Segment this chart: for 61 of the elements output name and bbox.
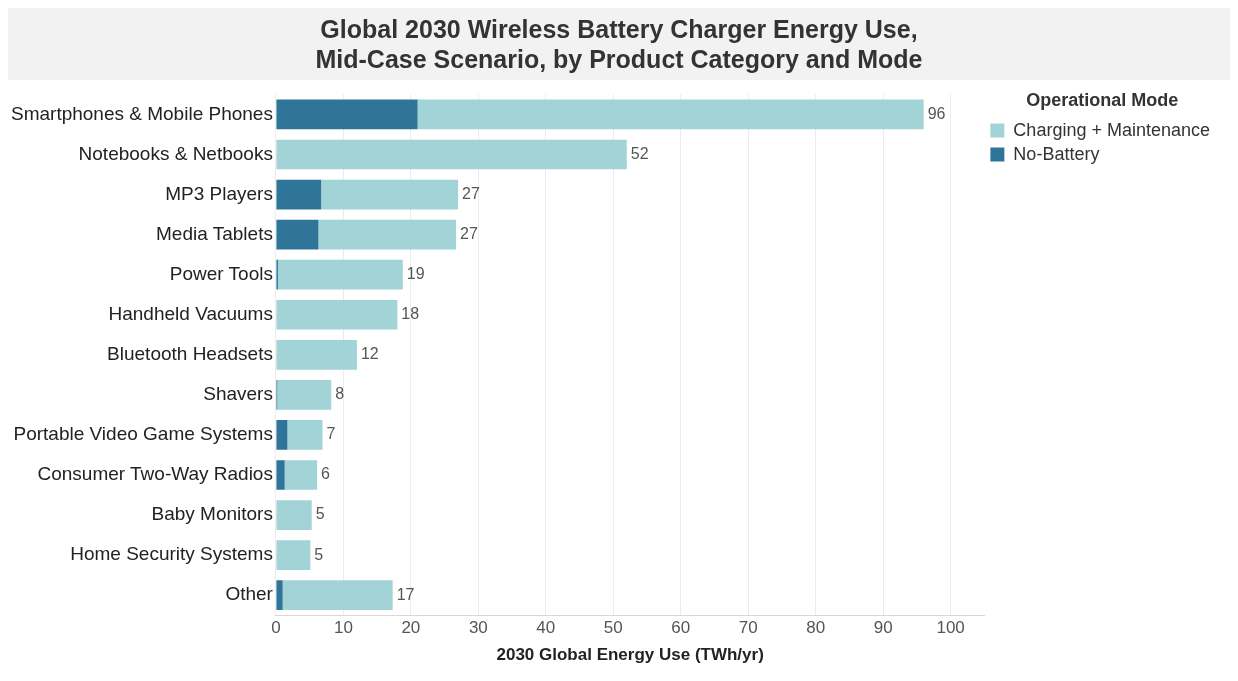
total-label: 18: [401, 305, 420, 323]
bar: [276, 179, 322, 210]
bar: [276, 139, 627, 170]
y-tick-label: Home Security Systems: [70, 543, 273, 565]
y-tick-label: Shavers: [203, 383, 273, 405]
bar: [287, 420, 323, 450]
x-tick-label: 90: [873, 618, 893, 638]
legend-label: Charging + Maintenance: [1013, 119, 1211, 140]
x-tick-label: 70: [738, 618, 758, 638]
y-tick-label: Power Tools: [169, 262, 273, 284]
total-label: 5: [315, 505, 325, 523]
y-tick-label: Portable Video Game Systems: [13, 423, 273, 445]
bar: [276, 299, 398, 330]
bar: [276, 339, 357, 370]
y-tick-label: Media Tablets: [156, 222, 273, 244]
bar: [276, 460, 285, 490]
legend-label: No-Battery: [1013, 143, 1100, 164]
total-label: 27: [460, 225, 478, 243]
y-tick-label: Consumer Two-Way Radios: [37, 463, 273, 485]
x-tick-label: 40: [536, 618, 556, 638]
total-label: 27: [462, 184, 480, 202]
x-tick-label: 20: [401, 618, 421, 638]
bar: [284, 460, 318, 490]
y-tick-label: Smartphones & Mobile Phones: [10, 102, 273, 124]
bar: [277, 380, 332, 410]
y-tick-label: Notebooks & Netbooks: [78, 142, 273, 164]
bar: [276, 500, 312, 530]
bar: [277, 259, 403, 290]
total-label: 7: [326, 425, 336, 443]
bar: [282, 580, 393, 611]
total-label: 5: [314, 545, 324, 563]
total-label: 8: [335, 385, 345, 403]
y-tick-label: Handheld Vacuums: [108, 302, 273, 324]
total-label: 17: [396, 585, 415, 603]
total-label: 19: [406, 265, 425, 283]
bar: [276, 99, 418, 130]
total-label: 52: [630, 144, 649, 162]
y-tick-label: MP3 Players: [165, 182, 273, 204]
x-tick-label: 30: [468, 618, 488, 638]
x-tick-label: 0: [271, 618, 281, 638]
x-tick-label: 60: [671, 618, 691, 638]
x-tick-label: 80: [806, 618, 826, 638]
bar: [318, 219, 457, 250]
total-label: 6: [321, 465, 331, 483]
bar: [276, 219, 319, 250]
bar: [276, 420, 288, 450]
total-label: 96: [927, 104, 946, 122]
y-tick-label: Other: [225, 583, 274, 605]
x-tick-label: 100: [936, 618, 965, 638]
x-tick-label: 50: [603, 618, 623, 638]
bar: [417, 99, 924, 130]
chart-title: Global 2030 Wireless Battery Charger Energy Use, Mid-Case Scenario, by Product Category and Mode: [8, 8, 1230, 80]
y-tick-label: Bluetooth Headsets: [107, 343, 273, 365]
total-label: 12: [360, 345, 379, 363]
legend-title: Operational Mode: [1026, 89, 1179, 110]
y-tick-label: Baby Monitors: [151, 503, 273, 525]
bar: [276, 540, 311, 570]
x-axis-title: 2030 Global Energy Use (TWh/yr): [496, 645, 764, 665]
bar: [276, 580, 283, 611]
bar: [321, 179, 459, 210]
x-tick-label: 10: [333, 618, 353, 638]
